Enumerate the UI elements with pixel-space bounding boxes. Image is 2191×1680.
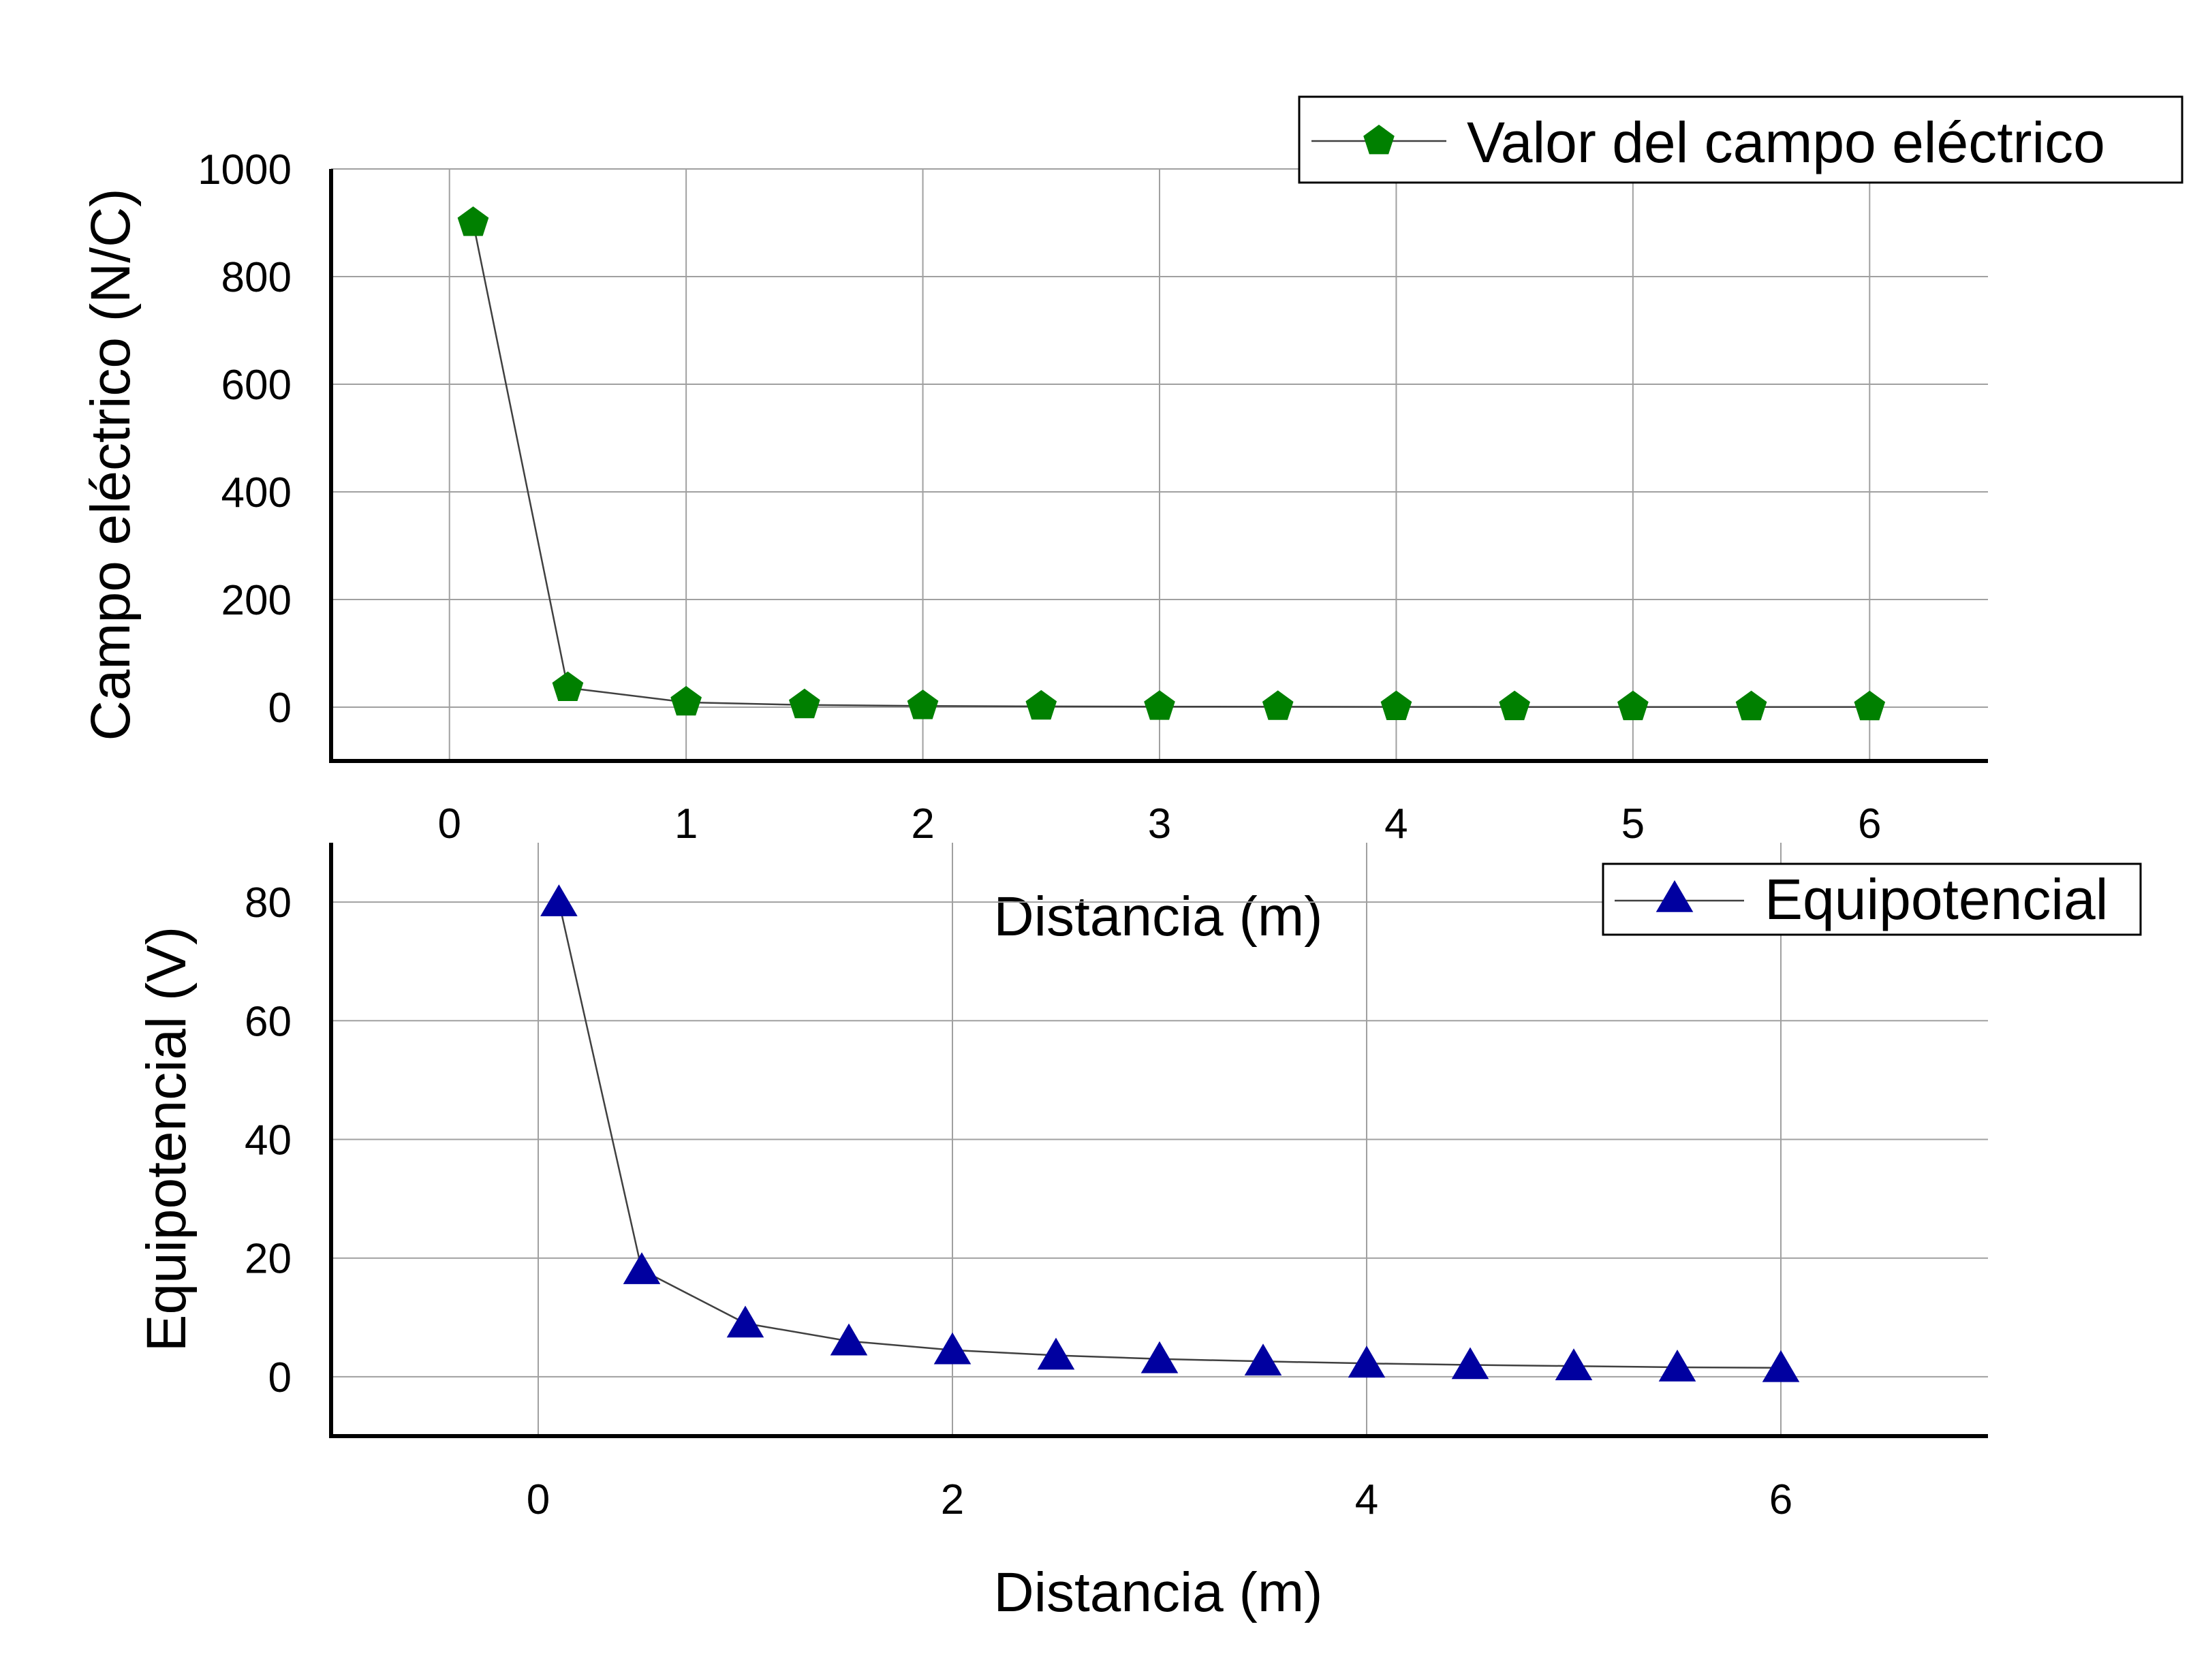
data-point: [1451, 1347, 1489, 1380]
x-tick-label: 2: [911, 800, 934, 847]
data-point: [726, 1305, 764, 1338]
y-tick-label: 200: [221, 577, 292, 624]
y-tick-label: 0: [268, 1354, 292, 1401]
x-tick-label: 2: [941, 1476, 964, 1523]
y-tick-label: 600: [221, 362, 292, 409]
x-axis-label: Distancia (m): [994, 1561, 1323, 1623]
data-point: [1262, 690, 1294, 720]
legend-label: Valor del campo eléctrico: [1467, 110, 2105, 174]
x-tick-label: 6: [1769, 1476, 1792, 1523]
data-point: [1854, 690, 1886, 721]
y-tick-label: 60: [245, 998, 292, 1045]
data-point: [1025, 689, 1057, 720]
data-point: [1144, 690, 1175, 720]
y-tick-label: 1000: [198, 146, 292, 193]
data-point: [907, 689, 939, 719]
data-point: [1762, 1350, 1800, 1382]
data-point: [1037, 1337, 1075, 1370]
data-point: [1380, 690, 1412, 720]
data-point: [623, 1252, 661, 1284]
chart-1: 0 1 2 3 4 5 6 0 200 400 600 800 1000 Distancia (m) Cam…: [80, 95, 2184, 948]
data-point: [830, 1323, 868, 1356]
legend-box: [1298, 95, 2184, 184]
data-point: [789, 688, 820, 719]
x-tick-label: 0: [437, 800, 461, 847]
x-tick-label: 0: [527, 1476, 550, 1523]
x-tick-label: 5: [1621, 800, 1645, 847]
data-point: [1555, 1348, 1593, 1381]
data-point: [670, 685, 702, 716]
y-axis-label: Campo eléctrico (N/C): [80, 188, 142, 741]
data-point: [552, 671, 584, 701]
y-tick-label: 20: [245, 1236, 292, 1283]
legend-box: [1602, 862, 2142, 936]
data-point: [457, 206, 489, 236]
legend-label: Equipotencial: [1765, 867, 2108, 931]
x-axis-label: Distancia (m): [994, 886, 1323, 948]
legend-marker: [1656, 880, 1694, 912]
data-point: [933, 1332, 972, 1365]
data-point: [1658, 1349, 1696, 1382]
data-point: [540, 884, 578, 916]
x-tick-label: 6: [1858, 800, 1881, 847]
data-point: [1140, 1341, 1179, 1373]
data-point: [1244, 1343, 1282, 1376]
y-tick-label: 800: [221, 254, 292, 301]
x-tick-label: 4: [1384, 800, 1408, 847]
x-tick-label: 3: [1148, 800, 1171, 847]
y-tick-label: 0: [268, 685, 292, 732]
legend-marker: [1363, 125, 1395, 155]
x-tick-label: 4: [1355, 1476, 1378, 1523]
y-tick-label: 80: [245, 880, 292, 927]
x-tick-label: 1: [674, 800, 698, 847]
data-point: [1735, 690, 1767, 721]
y-tick-label: 400: [221, 469, 292, 516]
data-point: [1348, 1345, 1386, 1378]
y-axis-label: Equipotencial (V): [136, 927, 198, 1352]
y-tick-label: 40: [245, 1117, 292, 1164]
data-point: [1617, 690, 1649, 721]
data-point: [1499, 690, 1530, 721]
